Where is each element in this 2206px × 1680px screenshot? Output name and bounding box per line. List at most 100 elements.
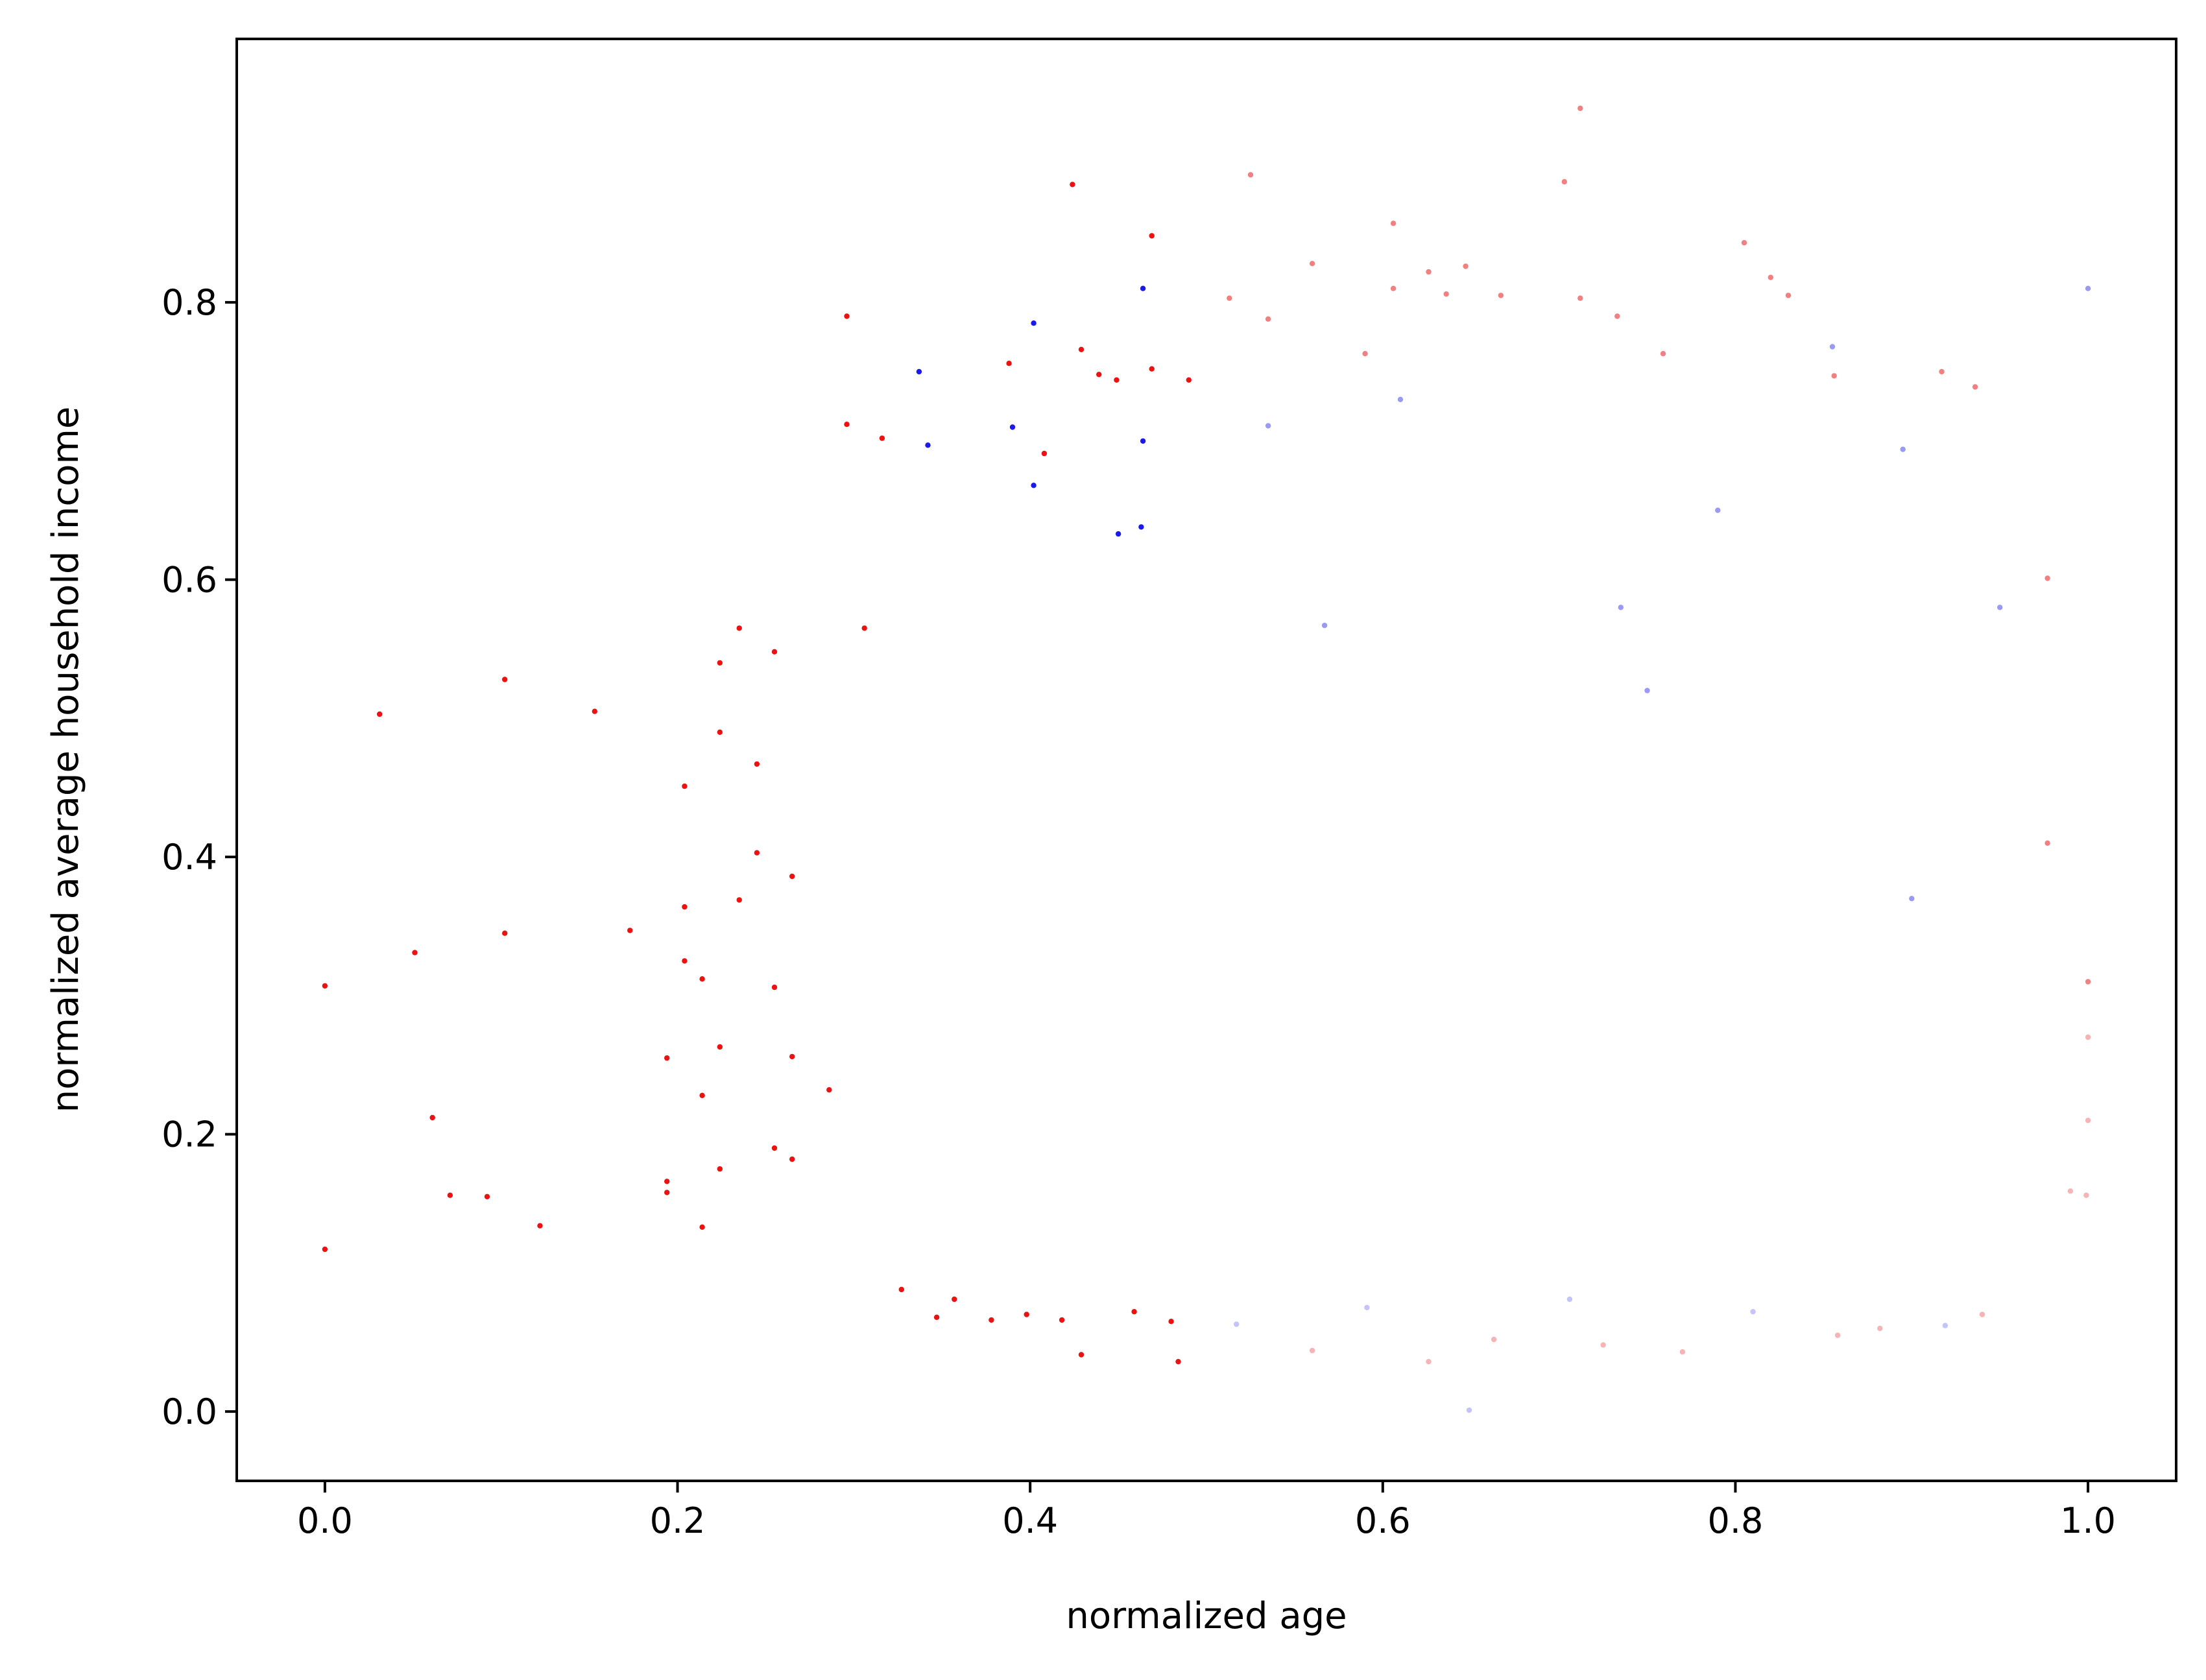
data-point [484,1194,490,1200]
data-point [377,711,383,717]
data-point [1078,1352,1085,1358]
data-point [736,897,742,903]
data-point [1750,1309,1756,1315]
data-point [2067,1188,2074,1194]
x-tick-label: 0.6 [1355,1500,1411,1541]
data-point [1561,179,1567,185]
data-point [1059,1317,1065,1323]
data-point [412,950,418,955]
data-point [1131,1309,1137,1315]
data-point [1741,240,1747,246]
x-axis-label: normalized age [1066,1595,1347,1637]
x-tick-label: 0.0 [297,1500,353,1541]
data-point [861,625,867,631]
data-point [1831,373,1837,379]
plot-frame [235,38,2177,1482]
data-point [1364,1304,1370,1311]
y-axis: 0.0 0.2 0.4 0.6 0.8 [162,282,237,1432]
data-point [1618,605,1624,610]
data-point [1900,446,1906,452]
data-point [844,422,850,427]
data-point [537,1223,543,1229]
data-point [1566,1296,1573,1302]
data-point [1877,1325,1883,1332]
data-point [502,677,508,682]
data-point [2085,979,2091,985]
y-axis-label: normalized average household income [45,407,87,1113]
data-point [789,873,795,880]
data-point [1096,372,1102,378]
data-point [1397,396,1404,402]
y-tick-label: 0.2 [162,1114,217,1155]
data-point [1491,1336,1497,1343]
data-point [1426,269,1432,275]
y-tick-label: 0.8 [162,282,217,323]
data-point [1909,896,1915,902]
data-point [322,1246,328,1253]
data-point [1577,105,1583,112]
data-point [2085,1118,2091,1123]
x-tick-label: 1.0 [2060,1500,2116,1541]
data-point [771,1145,778,1151]
data-point [1041,450,1048,457]
data-point [664,1179,670,1184]
data-point [1997,605,2003,610]
data-point [1006,361,1012,366]
data-point [898,1286,905,1293]
data-point [1614,313,1620,319]
data-point [717,729,723,736]
data-point [754,761,760,767]
data-point [447,1192,453,1198]
data-point [1115,531,1121,537]
data-point [682,958,688,964]
data-point [844,313,850,319]
y-tick-label: 0.4 [162,837,217,878]
data-point [1138,524,1144,530]
data-point [1834,1332,1841,1338]
data-point [1644,688,1650,693]
data-point [771,984,778,990]
data-point [789,1053,795,1060]
data-point [1463,263,1469,269]
data-point [1979,1312,1985,1317]
x-tick-label: 0.2 [650,1500,706,1541]
data-point [1031,320,1037,326]
data-point [1321,623,1328,629]
y-tick-label: 0.6 [162,560,217,601]
data-point [2085,1034,2091,1040]
data-point [925,442,931,448]
data-point [1829,344,1836,350]
data-point [989,1317,994,1323]
data-point [1942,1323,1948,1328]
data-point [682,904,688,910]
data-point [1070,182,1075,187]
data-point [592,708,597,714]
data-point [1309,261,1315,267]
data-point [1247,172,1254,178]
data-point [1265,423,1271,429]
data-point [2083,1192,2089,1198]
data-point [1234,1321,1240,1327]
data-point [1362,351,1368,357]
data-point [717,1044,723,1050]
data-point [879,435,885,441]
data-point [952,1296,957,1302]
data-point [1426,1359,1432,1365]
data-point [1715,507,1721,513]
data-point [1186,377,1192,383]
data-point [1577,295,1583,301]
data-point [1009,424,1016,430]
data-point [699,976,705,982]
data-point [1679,1349,1686,1355]
data-point [826,1087,832,1093]
x-tick-label: 0.8 [1708,1500,1764,1541]
data-point [1785,293,1792,298]
data-point [1078,346,1085,352]
data-point [429,1114,435,1121]
data-point [916,368,922,375]
data-point [1149,233,1155,239]
data-point [754,850,760,856]
data-point [1140,438,1146,444]
data-point [1972,384,1978,390]
